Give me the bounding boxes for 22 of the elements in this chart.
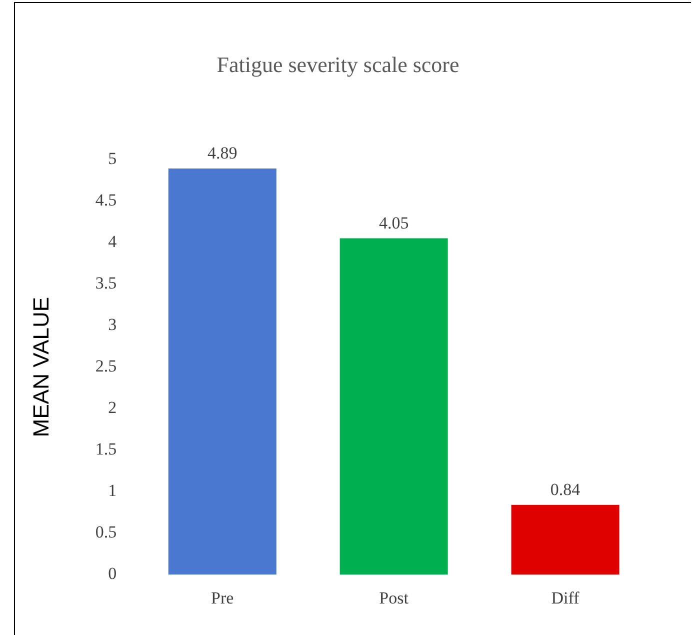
x-tick-label: Post [379,588,409,608]
y-tick-label: 2.5 [95,356,117,376]
data-label: 4.05 [378,213,409,232]
y-tick-label: 4.5 [95,190,117,210]
bar [511,504,620,575]
data-label: 0.84 [550,480,581,499]
y-tick-label: 3 [108,314,117,334]
x-tick-label: Pre [211,588,234,608]
x-tick-label: Diff [551,588,580,608]
y-tick-label: 4 [108,232,118,251]
y-tick-label: 1.5 [95,440,117,459]
y-tick-label: 0.5 [95,522,117,542]
bar [340,238,448,575]
y-tick-label: 2 [108,398,117,417]
y-tick-label: 1 [108,481,117,500]
y-axis-title: MEAN VALUE [28,296,54,438]
y-tick-label: 5 [108,148,117,168]
data-label: 4.89 [208,144,238,163]
chart-title: Fatigue severity scale score [216,52,460,77]
y-tick-label: 0 [108,564,117,584]
y-tick-label: 3.5 [95,273,117,292]
bar [168,168,276,575]
